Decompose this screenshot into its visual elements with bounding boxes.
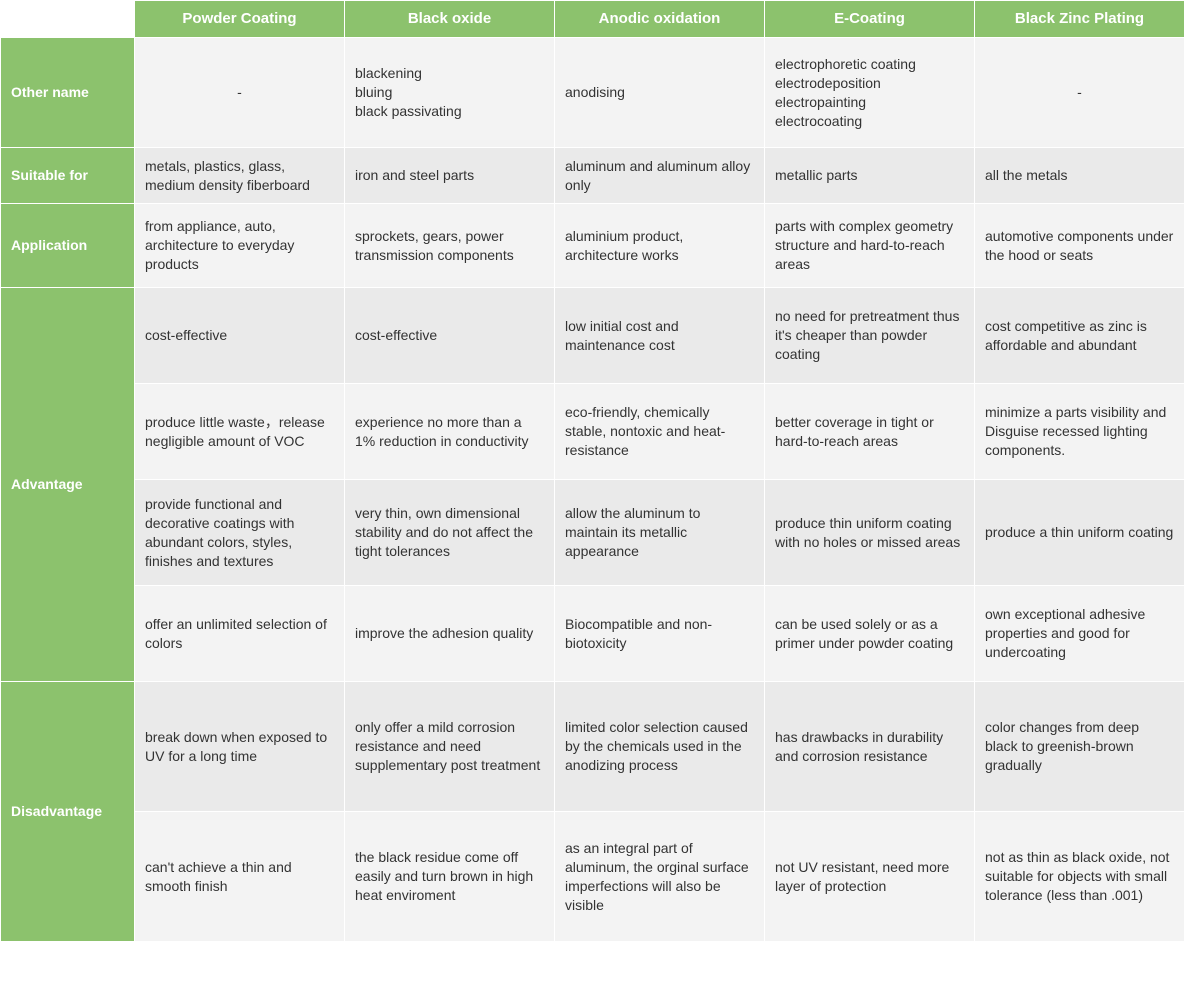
cell: iron and steel parts [345, 148, 555, 204]
cell: limited color selection caused by the ch… [555, 682, 765, 812]
cell: electrophoretic coating electrodepositio… [765, 38, 975, 148]
cell: not as thin as black oxide, not suitable… [975, 812, 1184, 942]
cell: metals, plastics, glass, medium density … [135, 148, 345, 204]
cell: color changes from deep black to greenis… [975, 682, 1184, 812]
cell: no need for pretreatment thus it's cheap… [765, 288, 975, 384]
row-label-disadvantage: Disadvantage [1, 682, 135, 942]
col-header-black-oxide: Black oxide [345, 1, 555, 38]
cell: better coverage in tight or hard-to-reac… [765, 384, 975, 480]
row-application: Application from appliance, auto, archit… [1, 204, 1184, 288]
cell: minimize a parts visibility and Disguise… [975, 384, 1184, 480]
cell: metallic parts [765, 148, 975, 204]
cell: the black residue come off easily and tu… [345, 812, 555, 942]
cell: sprockets, gears, power transmission com… [345, 204, 555, 288]
cell: Biocompatible and non-biotoxicity [555, 586, 765, 682]
cell: offer an unlimited selection of colors [135, 586, 345, 682]
row-disadvantage-2: can't achieve a thin and smooth finish t… [1, 812, 1184, 942]
row-advantage-2: produce little waste，release negligible … [1, 384, 1184, 480]
cell: break down when exposed to UV for a long… [135, 682, 345, 812]
col-header-powder-coating: Powder Coating [135, 1, 345, 38]
cell: as an integral part of aluminum, the org… [555, 812, 765, 942]
row-label-other-name: Other name [1, 38, 135, 148]
row-advantage-1: Advantage cost-effective cost-effective … [1, 288, 1184, 384]
cell: improve the adhesion quality [345, 586, 555, 682]
header-row: Powder Coating Black oxide Anodic oxidat… [1, 1, 1184, 38]
row-other-name: Other name - blackening bluing black pas… [1, 38, 1184, 148]
cell: produce a thin uniform coating [975, 480, 1184, 586]
row-suitable-for: Suitable for metals, plastics, glass, me… [1, 148, 1184, 204]
cell: own exceptional adhesive properties and … [975, 586, 1184, 682]
cell: low initial cost and maintenance cost [555, 288, 765, 384]
cell: can be used solely or as a primer under … [765, 586, 975, 682]
cell: very thin, own dimensional stability and… [345, 480, 555, 586]
row-label-suitable-for: Suitable for [1, 148, 135, 204]
cell: - [975, 38, 1184, 148]
col-header-anodic-oxidation: Anodic oxidation [555, 1, 765, 38]
cell: parts with complex geometry structure an… [765, 204, 975, 288]
cell: provide functional and decorative coatin… [135, 480, 345, 586]
cell: from appliance, auto, architecture to ev… [135, 204, 345, 288]
cell: cost-effective [345, 288, 555, 384]
cell: all the metals [975, 148, 1184, 204]
cell: - [135, 38, 345, 148]
row-advantage-4: offer an unlimited selection of colors i… [1, 586, 1184, 682]
comparison-table: Powder Coating Black oxide Anodic oxidat… [0, 0, 1184, 942]
cell: blackening bluing black passivating [345, 38, 555, 148]
cell: can't achieve a thin and smooth finish [135, 812, 345, 942]
cell: produce thin uniform coating with no hol… [765, 480, 975, 586]
cell: allow the aluminum to maintain its metal… [555, 480, 765, 586]
cell: only offer a mild corrosion resistance a… [345, 682, 555, 812]
col-header-e-coating: E-Coating [765, 1, 975, 38]
row-disadvantage-1: Disadvantage break down when exposed to … [1, 682, 1184, 812]
cell: not UV resistant, need more layer of pro… [765, 812, 975, 942]
corner-cell [1, 1, 135, 38]
cell: automotive components under the hood or … [975, 204, 1184, 288]
cell: has drawbacks in durability and corrosio… [765, 682, 975, 812]
cell: aluminum and aluminum alloy only [555, 148, 765, 204]
row-advantage-3: provide functional and decorative coatin… [1, 480, 1184, 586]
row-label-application: Application [1, 204, 135, 288]
cell: cost-effective [135, 288, 345, 384]
cell: anodising [555, 38, 765, 148]
cell: eco-friendly, chemically stable, nontoxi… [555, 384, 765, 480]
cell: experience no more than a 1% reduction i… [345, 384, 555, 480]
cell: produce little waste，release negligible … [135, 384, 345, 480]
cell: cost competitive as zinc is affordable a… [975, 288, 1184, 384]
row-label-advantage: Advantage [1, 288, 135, 682]
col-header-black-zinc-plating: Black Zinc Plating [975, 1, 1184, 38]
cell: aluminium product, architecture works [555, 204, 765, 288]
